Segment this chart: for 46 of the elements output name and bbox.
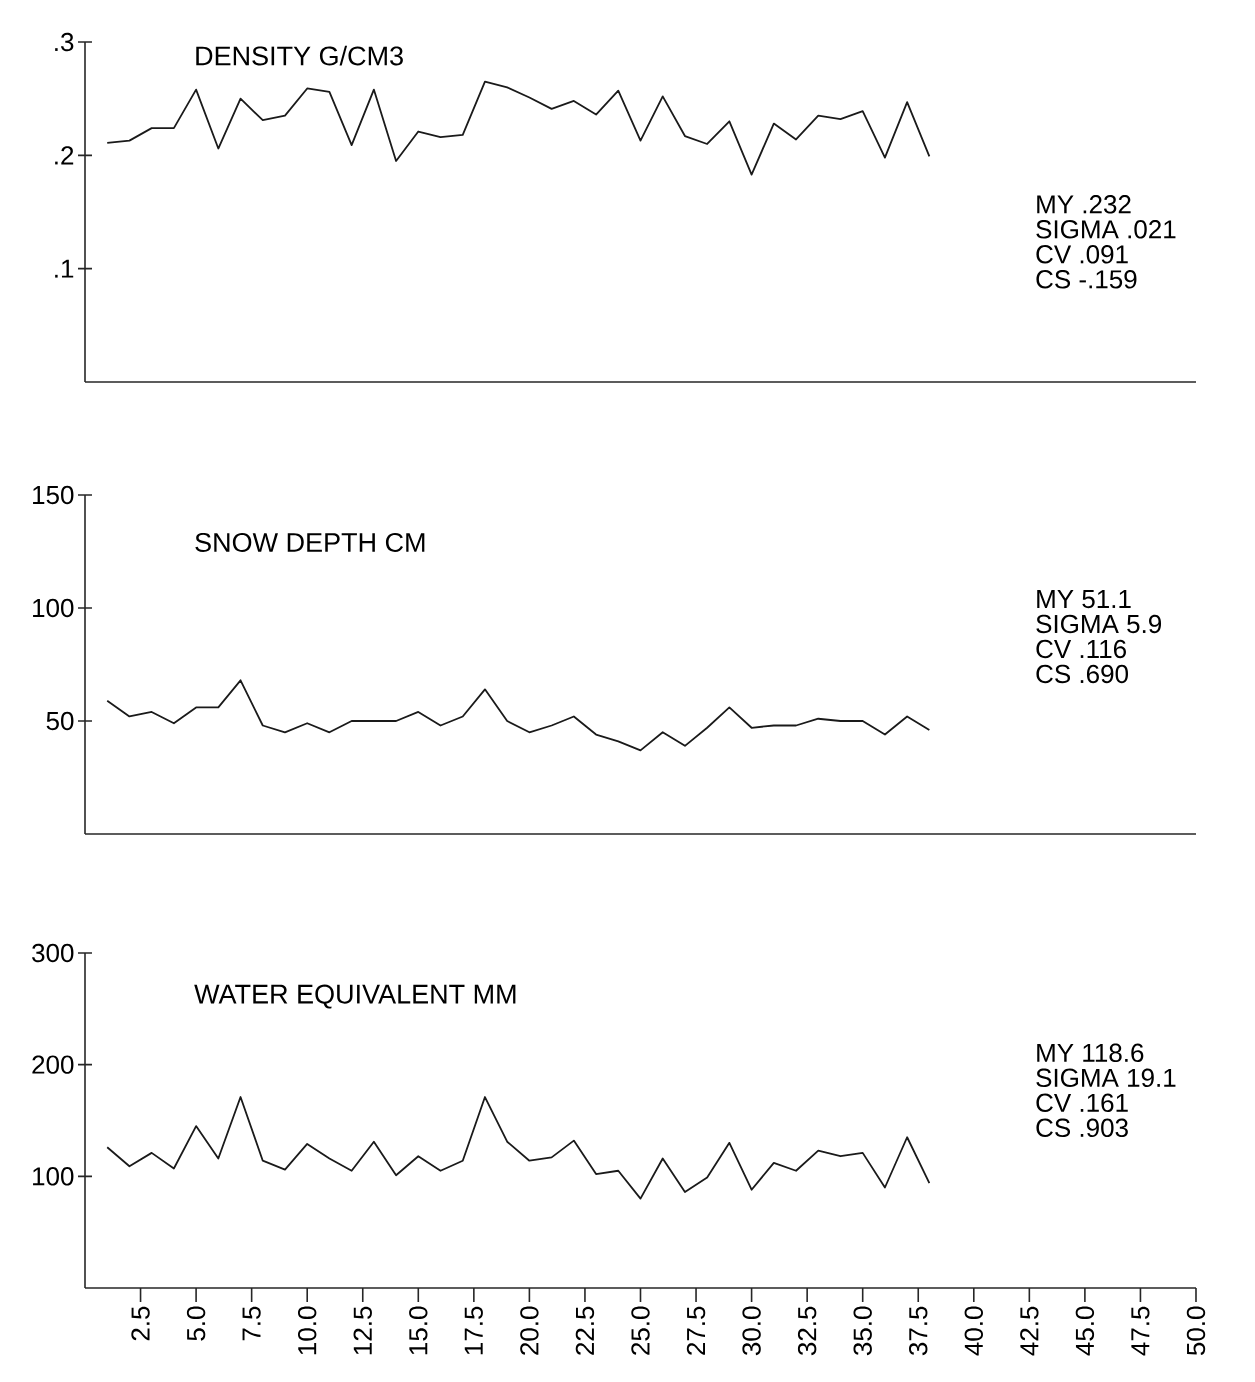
x-tick-label: 7.5 <box>242 1306 261 1341</box>
annotation: CS .690 <box>1036 664 1128 684</box>
x-tick-label: 22.5 <box>575 1306 595 1355</box>
y-tick-label: 50 <box>46 711 74 731</box>
x-tick-label: 42.5 <box>1020 1306 1039 1356</box>
x-tick-label: 25.0 <box>631 1306 650 1355</box>
x-tick-label: 10.0 <box>297 1306 317 1355</box>
annotation: CS .903 <box>1036 1118 1128 1138</box>
line-series <box>106 1096 931 1200</box>
line-series <box>106 80 931 176</box>
annotation: CS -.159 <box>1036 270 1137 289</box>
x-tick-label: 15.0 <box>409 1306 428 1355</box>
annotation: SIGMA 5.9 <box>1036 614 1162 634</box>
annotation: MY 51.1 <box>1037 590 1131 609</box>
x-tick-label: 32.5 <box>797 1306 817 1356</box>
text: WATER EQUIVALENT MM <box>194 984 516 1009</box>
annotation: MY .232 <box>1037 195 1131 214</box>
x-tick-label: 37.5 <box>909 1306 928 1356</box>
x-tick-label: 20.0 <box>520 1306 539 1355</box>
x-tick-label: 27.5 <box>686 1306 706 1355</box>
y-tick-label: 150 <box>33 485 74 505</box>
x-tick-label: 35.0 <box>853 1306 872 1356</box>
annotation: SIGMA .021 <box>1036 220 1176 239</box>
x-tick-label: 30.0 <box>742 1306 761 1356</box>
y-tick-label: 100 <box>33 1167 74 1186</box>
y-tick-label: .1 <box>55 259 74 278</box>
y-tick-label: 200 <box>32 1055 74 1074</box>
y-tick-label: 100 <box>33 598 74 618</box>
x-tick-label: 2.5 <box>131 1306 150 1341</box>
x-tick-label: 45.0 <box>1075 1306 1095 1356</box>
y-tick-label: .3 <box>55 32 74 52</box>
y-tick-label: 300 <box>32 943 74 963</box>
annotation: CV .161 <box>1036 1093 1128 1113</box>
annotation: CV .091 <box>1036 245 1128 264</box>
x-tick-label: 12.5 <box>353 1306 372 1355</box>
x-tick-label: 47.5 <box>1131 1306 1150 1356</box>
text: SNOW DEPTH CM <box>195 532 425 553</box>
annotation: SIGMA 19.1 <box>1036 1068 1176 1088</box>
x-tick-label: 50.0 <box>1186 1306 1206 1356</box>
annotation: MY 118.6 <box>1037 1043 1144 1063</box>
chart-title: DENSITY G/CM3 <box>196 45 403 66</box>
x-tick-label: 17.5 <box>464 1306 483 1355</box>
x-tick-label: 40.0 <box>964 1306 983 1356</box>
annotation: CV .116 <box>1036 639 1126 659</box>
y-tick-label: .2 <box>55 146 74 165</box>
x-tick-label: 5.0 <box>186 1306 206 1341</box>
